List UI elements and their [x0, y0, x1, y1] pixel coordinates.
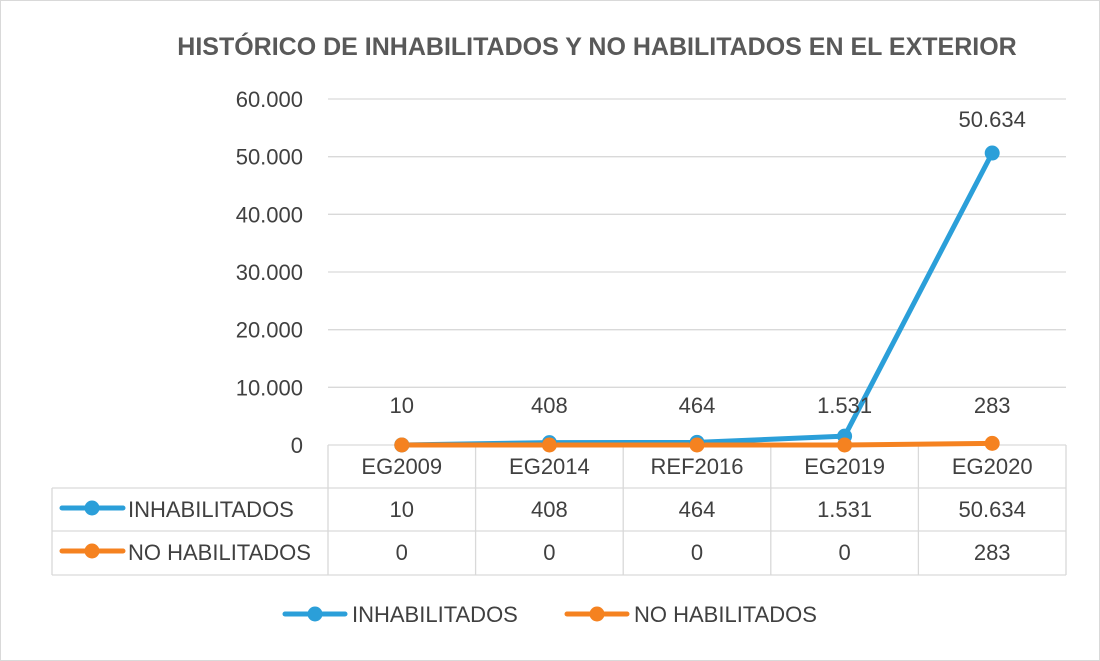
legend-key-marker [589, 606, 605, 622]
legend-key-marker [307, 606, 323, 622]
y-tick-label: 60.000 [236, 87, 303, 112]
legend-label: NO HABILITADOS [634, 602, 817, 627]
data-point-marker [984, 435, 1000, 451]
table-cell: 408 [531, 497, 568, 522]
data-label: 10 [390, 393, 414, 418]
table-cell: 1.531 [817, 497, 872, 522]
table-cell: 283 [974, 540, 1011, 565]
data-label: 283 [974, 393, 1011, 418]
table-cell: 464 [679, 497, 716, 522]
x-category-label: EG2014 [509, 454, 590, 479]
x-category-label: EG2019 [804, 454, 885, 479]
table-cell: 0 [838, 540, 850, 565]
table-cell: 0 [396, 540, 408, 565]
table-legend-key-marker [84, 543, 100, 559]
x-category-label: EG2009 [361, 454, 442, 479]
table-cell: 50.634 [959, 497, 1026, 522]
data-point-marker [984, 145, 1000, 161]
y-tick-label: 50.000 [236, 145, 303, 170]
data-point-marker [837, 437, 853, 453]
legend-label: INHABILITADOS [352, 602, 518, 627]
data-label: 408 [531, 393, 568, 418]
chart-title: HISTÓRICO DE INHABILITADOS Y NO HABILITA… [177, 31, 1016, 61]
x-category-label: REF2016 [651, 454, 744, 479]
y-tick-label: 20.000 [236, 318, 303, 343]
y-tick-label: 0 [291, 433, 303, 458]
data-label: 1.531 [817, 393, 872, 418]
data-label: 50.634 [959, 107, 1026, 132]
y-tick-label: 30.000 [236, 260, 303, 285]
table-series-name: NO HABILITADOS [128, 540, 311, 565]
y-tick-label: 10.000 [236, 375, 303, 400]
data-point-marker [689, 437, 705, 453]
data-label: 464 [679, 393, 716, 418]
data-point-marker [394, 437, 410, 453]
data-point-marker [541, 437, 557, 453]
table-legend-key-marker [84, 500, 100, 516]
x-category-label: EG2020 [952, 454, 1033, 479]
table-cell: 0 [543, 540, 555, 565]
table-cell: 10 [390, 497, 414, 522]
y-tick-label: 40.000 [236, 202, 303, 227]
table-series-name: INHABILITADOS [128, 497, 294, 522]
table-cell: 0 [691, 540, 703, 565]
